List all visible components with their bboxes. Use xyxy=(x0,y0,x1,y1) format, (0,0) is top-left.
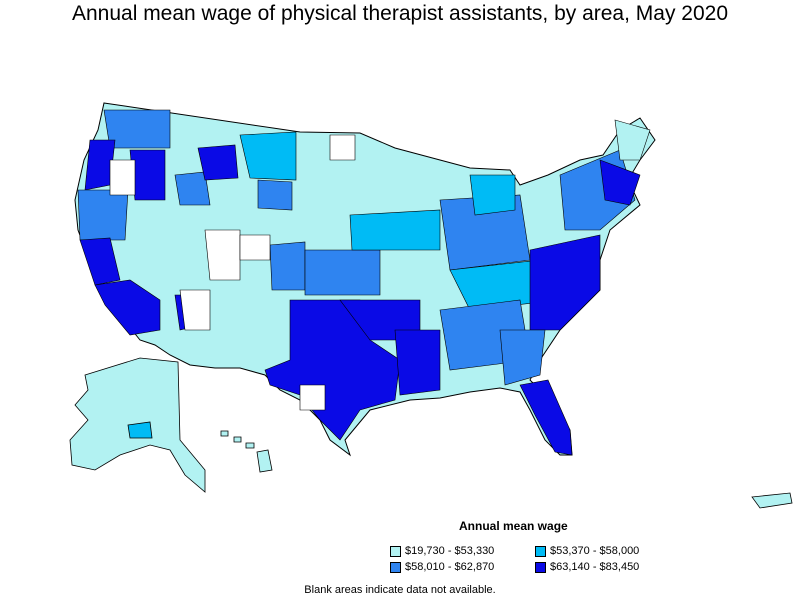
blank-texas-west xyxy=(299,384,326,411)
region-maine xyxy=(614,119,651,161)
hawaii-island-1 xyxy=(220,430,229,437)
puerto-rico-shape xyxy=(751,492,793,509)
hawaii-island-2 xyxy=(233,436,242,443)
legend-swatch-3 xyxy=(390,561,401,573)
region-colorado xyxy=(269,241,306,291)
hawaii xyxy=(220,430,273,473)
legend-label-3: $58,010 - $62,870 xyxy=(405,561,495,573)
region-florida xyxy=(519,379,573,456)
region-washington xyxy=(103,109,171,149)
region-wyoming-north xyxy=(257,179,293,211)
region-nebraska-iowa xyxy=(349,209,441,251)
region-virginia-nc xyxy=(529,234,601,331)
blank-areas-note: Blank areas indicate data not available. xyxy=(304,584,496,596)
blank-nevada-south xyxy=(179,289,211,331)
region-louisiana-ms xyxy=(394,329,441,396)
legend-item-3: $58,010 - $62,870 xyxy=(390,561,494,573)
legend-label-2: $53,370 - $58,000 xyxy=(550,545,640,557)
wage-regions xyxy=(77,109,651,456)
region-montana-east xyxy=(239,131,297,181)
region-idaho-east xyxy=(197,144,239,181)
legend-title: Annual mean wage xyxy=(459,519,568,533)
blank-wyoming xyxy=(239,234,271,261)
legend-item-2: $53,370 - $58,000 xyxy=(535,545,639,557)
legend-swatch-2 xyxy=(535,545,546,557)
blank-utah xyxy=(204,229,241,281)
region-kansas xyxy=(304,249,381,296)
blank-oregon xyxy=(109,159,136,196)
region-georgia xyxy=(499,329,546,386)
legend-label-1: $19,730 - $53,330 xyxy=(405,545,495,557)
blank-dakota xyxy=(329,134,356,161)
map-title: Annual mean wage of physical therapist a… xyxy=(71,2,729,25)
region-ca-central xyxy=(94,279,161,336)
region-ca-north xyxy=(79,237,121,286)
region-new-england xyxy=(599,159,641,206)
hawaii-island-3 xyxy=(245,442,255,449)
region-idaho-north xyxy=(174,171,211,206)
region-michigan xyxy=(469,174,516,216)
legend-item-1: $19,730 - $53,330 xyxy=(390,545,494,557)
puerto-rico xyxy=(751,492,793,509)
hawaii-island-4 xyxy=(256,449,273,473)
legend-item-4: $63,140 - $83,450 xyxy=(535,561,639,573)
region-oregon-west xyxy=(77,189,129,241)
legend-swatch-1 xyxy=(390,545,401,557)
legend-swatch-4 xyxy=(535,561,546,573)
alaska-anchorage xyxy=(127,421,153,439)
legend-label-4: $63,140 - $83,450 xyxy=(550,561,640,573)
alaska xyxy=(69,357,206,493)
